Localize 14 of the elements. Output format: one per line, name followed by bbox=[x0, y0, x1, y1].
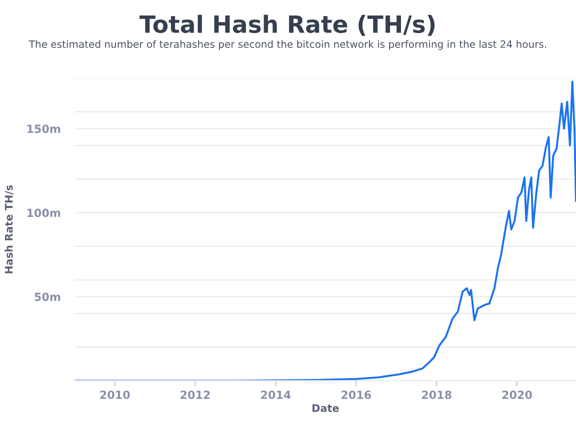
y-tick-label: 50m bbox=[34, 292, 60, 302]
y-axis-title: Hash Rate TH/s bbox=[4, 185, 14, 274]
y-tick-label: 150m bbox=[27, 124, 60, 134]
x-tick-label: 2012 bbox=[180, 390, 210, 400]
x-axis-title: Date bbox=[312, 404, 339, 412]
x-tick-label: 2016 bbox=[342, 390, 371, 400]
x-tick-label: 2018 bbox=[422, 390, 452, 400]
line-series bbox=[74, 80, 576, 381]
x-tick-label: 2014 bbox=[261, 390, 291, 400]
x-tick-label: 2010 bbox=[100, 390, 130, 400]
chart-title: Total Hash Rate (TH/s) bbox=[139, 14, 435, 36]
chart-subtitle: The estimated number of terahashes per second the bitcoin network is performing in the last 24 hours. bbox=[28, 40, 546, 50]
x-tick-label: 2020 bbox=[502, 390, 532, 400]
y-tick-label: 100m bbox=[27, 208, 60, 218]
